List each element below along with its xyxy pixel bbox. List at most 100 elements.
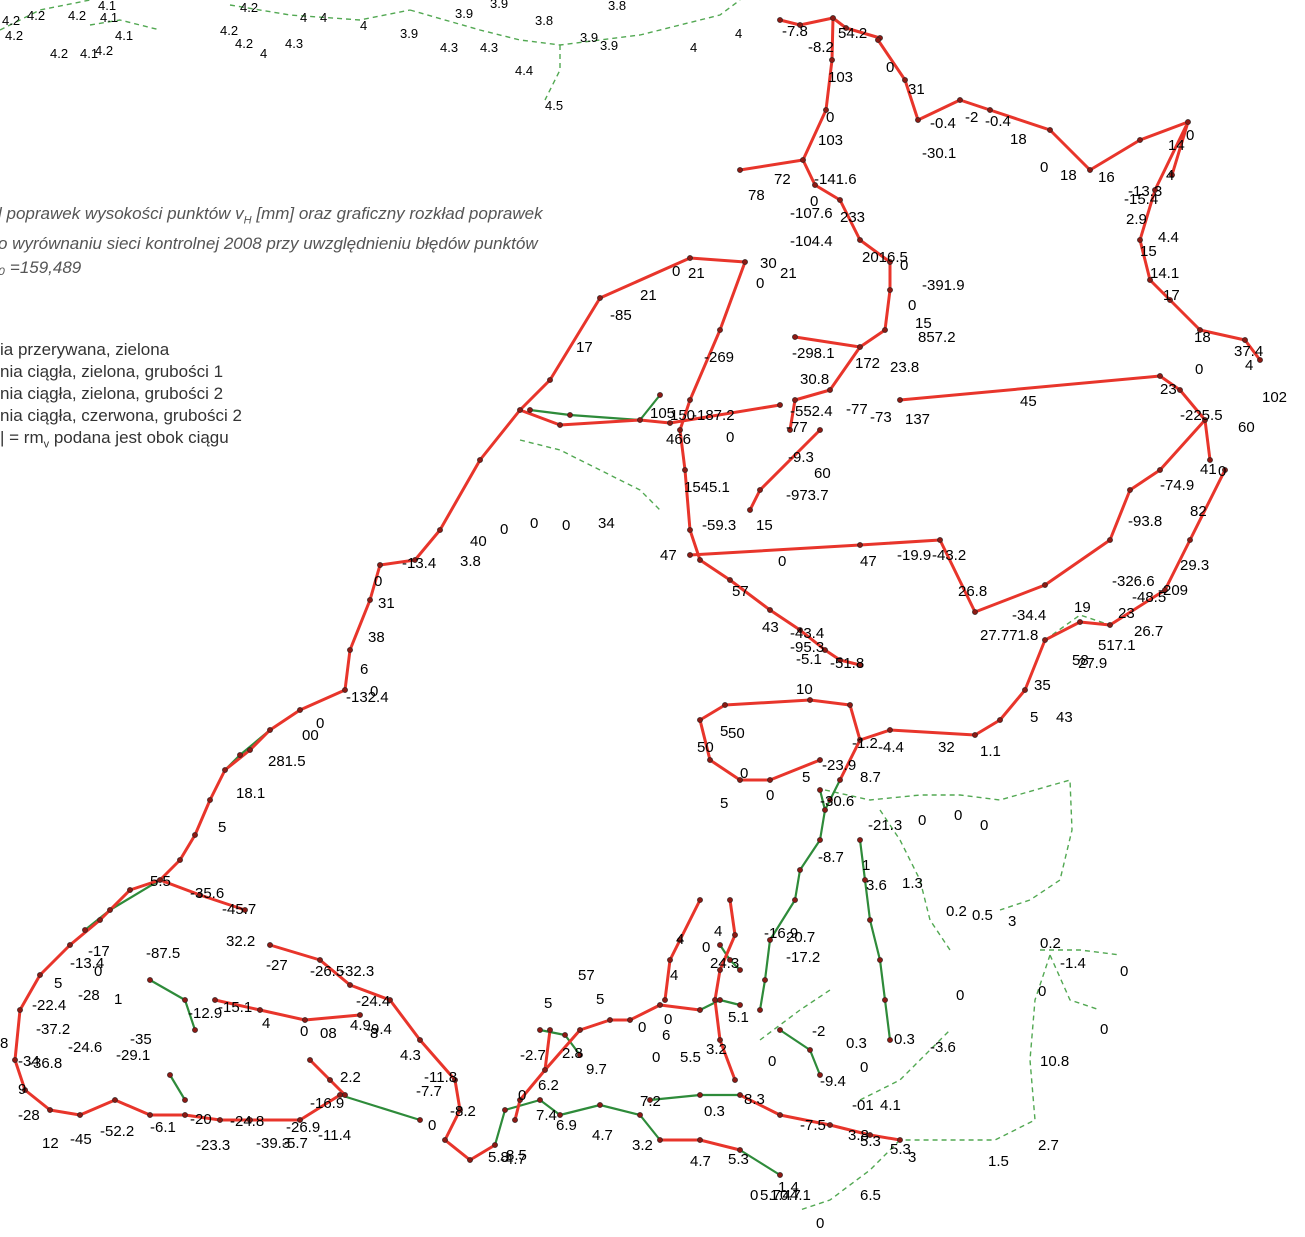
network-point-167 [717,967,723,973]
red-traverse-5 [788,346,862,431]
network-point-33 [1197,327,1203,333]
correction-label: -132.4 [346,689,389,706]
correction-label: 5.1 [728,1009,749,1026]
correction-label: -26.5 [310,963,344,980]
correction-label: 1 [114,991,122,1008]
correction-label: 105 [650,405,675,422]
correction-label: 5 [1030,709,1038,726]
correction-label: -2.7 [520,1047,546,1064]
correction-label: 21 [780,265,797,282]
correction-label: 72 [774,171,791,188]
correction-label: 14.1 [1150,265,1179,282]
correction-label: 4 [714,923,722,940]
network-point-123 [297,1117,303,1123]
network-point-189 [697,1092,703,1098]
network-point-140 [457,1107,463,1113]
top-fragment-value: 3.9 [400,26,418,41]
top-fragment-value: 4.2 [95,43,113,58]
correction-label: 5 [218,819,226,836]
network-point-63 [547,377,553,383]
dashed-link-2 [229,4,411,21]
network-point-53 [1107,622,1113,628]
red-traverse-16 [348,409,522,651]
correction-label: 466 [666,431,691,448]
correction-label: 3 [908,1149,916,1166]
network-point-6 [823,107,829,113]
legend: ia przerywana, zielona nia ciągła, zielo… [0,340,242,450]
legend-dashed-green: ia przerywana, zielona [0,340,170,359]
correction-label: 0 [702,939,710,956]
top-fragment-value: 4.3 [285,36,303,51]
correction-label: 26.7 [1134,623,1163,640]
correction-label: 5 [54,975,62,992]
red-traverse-11 [518,256,746,412]
network-point-87 [377,562,383,568]
correction-label: 3.2 [632,1137,653,1154]
top-fragment-value: 3.8 [608,0,626,13]
correction-label: 34 [598,515,615,532]
correction-label: 3.8 [460,553,481,570]
network-point-203 [882,997,888,1003]
correction-label: 7.2 [640,1093,661,1110]
correction-label: 0 [374,573,382,590]
correction-label: -35.6 [190,885,224,902]
correction-label: -16.9 [764,925,798,942]
network-point-201 [867,917,873,923]
network-point-142 [467,1157,473,1163]
legend-solid-green-1: nia ciągła, zielona, grubości 1 [0,362,224,381]
network-point-91 [297,707,303,713]
network-point-148 [577,1027,583,1033]
correction-label: -51.8 [830,655,864,672]
correction-label: -01 [852,1097,874,1114]
network-point-141 [442,1137,448,1143]
correction-label: -13.4 [70,955,104,972]
network-point-207 [817,1072,823,1078]
top-fragment-value: 4.1 [80,46,98,61]
network-point-85 [437,527,443,533]
correction-label: 1.3 [902,875,923,892]
correction-label: 0 [1195,361,1203,378]
correction-label: -391.9 [922,277,965,294]
network-point-193 [817,837,823,843]
network-point-161 [697,897,703,903]
correction-label: 3.2 [706,1041,727,1058]
correction-label: 103 [828,69,853,86]
correction-label: 4.1 [790,1187,811,1204]
network-point-23 [957,97,963,103]
network-point-84 [477,457,483,463]
correction-label: -1.4 [1060,955,1086,972]
correction-label: 0.3 [894,1031,915,1048]
caption-line-2: o wyrównaniu sieci kontrolnej 2008 przy … [0,234,538,254]
network-point-69 [637,417,643,423]
correction-label: -24.8 [230,1113,264,1130]
network-point-174 [237,752,243,758]
correction-label: 2.9 [1126,211,1147,228]
network-point-151 [657,1002,663,1008]
correction-label: 0 [750,1187,758,1204]
correction-label: 857.2 [918,329,956,346]
top-fragment-value: 3.9 [455,6,473,21]
correction-label: 4.9 [350,1017,371,1034]
correction-label: 35 [1034,677,1051,694]
correction-label: -23.9 [822,757,856,774]
correction-label: 0 [740,765,748,782]
correction-label: -95.3 [790,639,824,656]
correction-label: 0.3 [846,1035,867,1052]
network-point-197 [762,977,768,983]
network-point-112 [37,972,43,978]
network-point-210 [537,1027,543,1033]
network-point-138 [342,1092,348,1098]
network-point-27 [1137,137,1143,143]
correction-label: 18 [1010,131,1027,148]
correction-label: 0 [1218,463,1226,480]
network-point-130 [387,997,393,1003]
network-point-97 [847,702,853,708]
solid-red-links [13,16,1262,1162]
caption-line-3: ₀ =159,489 [0,258,82,278]
correction-label: 15 [915,315,932,332]
correction-label: 0 [860,1059,868,1076]
top-fragment-value: 4.2 [68,8,86,23]
network-points [12,15,1263,1178]
correction-label: 47 [660,547,677,564]
